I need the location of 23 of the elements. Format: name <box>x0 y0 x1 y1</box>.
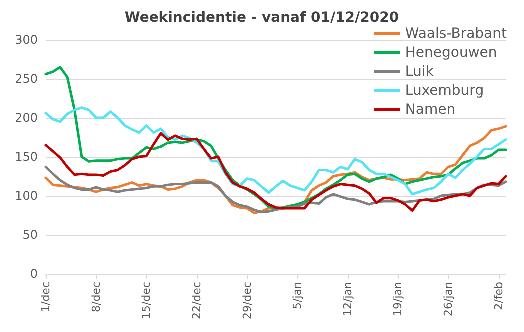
x-tick-label: 1/dec <box>40 282 52 313</box>
x-tick-label: 22/dec <box>190 282 204 320</box>
legend-label: Henegouwen <box>405 45 498 61</box>
y-tick-label: 200 <box>15 111 38 125</box>
y-tick-label: 150 <box>15 150 38 164</box>
y-tick-label: 100 <box>15 189 38 203</box>
x-tick-label: 29/dec <box>240 282 254 320</box>
x-tick-label: 12/jan <box>341 282 354 316</box>
x-tick-label: 15/dec <box>140 282 154 320</box>
y-tick-label: 50 <box>22 228 38 242</box>
legend-label: Luik <box>405 64 435 80</box>
x-tick-label: 8/dec <box>90 282 103 313</box>
legend-label: Luxemburg <box>405 83 484 99</box>
y-tick-label: 0 <box>30 267 38 281</box>
chart-title: Weekincidentie - vanaf 01/12/2020 <box>124 10 400 26</box>
y-tick-label: 300 <box>15 33 38 47</box>
y-tick-label: 250 <box>15 72 38 86</box>
legend-label: Waals-Brabant <box>405 26 508 42</box>
x-tick-label: 26/jan <box>442 282 455 316</box>
x-tick-label: 5/jan <box>291 282 304 310</box>
x-tick-label: 2/feb <box>492 282 506 310</box>
legend-label: Namen <box>405 102 456 118</box>
x-tick-label: 19/jan <box>392 282 405 316</box>
